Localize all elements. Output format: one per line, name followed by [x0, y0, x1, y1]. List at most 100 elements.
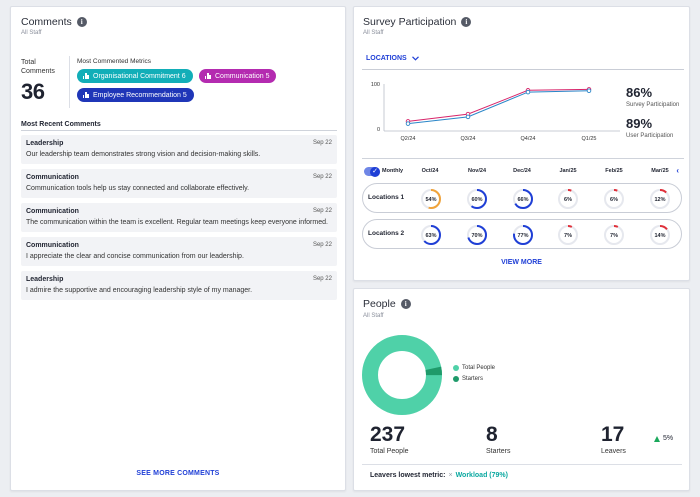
survey-participation-line	[407, 90, 590, 125]
location-row[interactable]: Locations 1 54% 60% 66% 6% 6% 12%	[362, 183, 682, 213]
leavers-metric-value[interactable]: Workload (79%)	[455, 472, 508, 479]
gauge-value: 6%	[610, 197, 618, 203]
gauge-arc	[650, 225, 670, 245]
comment-item[interactable]: Communication Sep 22 The communication w…	[21, 203, 337, 232]
comment-item[interactable]: Leadership Sep 22 I admire the supportiv…	[21, 271, 337, 300]
leavers-metric-label: Leavers lowest metric:	[370, 472, 446, 479]
location-row[interactable]: Locations 2 63% 70% 77% 7% 7% 14%	[362, 219, 682, 249]
gauge-arc	[467, 225, 487, 245]
gauge-arc	[558, 225, 578, 245]
check-icon: ✓	[372, 168, 378, 175]
metric-pill-label: Employee Recommendation 5	[93, 91, 187, 99]
gauge-arc	[513, 189, 533, 209]
survey-title: Survey Participation	[363, 16, 457, 28]
recent-comments-heading: Most Recent Comments	[21, 121, 101, 128]
gauge-arc	[421, 225, 441, 245]
comments-title: Comments	[21, 16, 72, 28]
comment-title: Communication	[26, 174, 79, 181]
locations-dropdown-label: LOCATIONS	[366, 55, 407, 62]
gauge-arc	[650, 189, 670, 209]
people-title: People	[363, 298, 396, 310]
metric-pill-communication[interactable]: Communication 5	[199, 69, 277, 83]
info-icon[interactable]: i	[76, 17, 87, 27]
close-icon: ×	[448, 472, 453, 479]
comment-text: Our leadership team demonstrates strong …	[26, 151, 261, 158]
comment-title: Communication	[26, 208, 79, 215]
chevron-down-icon	[411, 56, 419, 61]
info-icon[interactable]: i	[400, 299, 411, 309]
x-tick-label: Q3/24	[461, 136, 476, 142]
legend-dot	[453, 376, 459, 382]
donut-slice-total-people	[362, 335, 442, 415]
survey-participation-point	[405, 121, 411, 126]
people-donut-chart	[362, 335, 442, 415]
starters-value: 8	[486, 423, 498, 446]
location-gauges: 63% 70% 77% 7% 7% 14%	[421, 225, 670, 245]
divider	[362, 158, 684, 159]
monthly-toggle[interactable]: ✓	[364, 166, 380, 177]
metric-pill-label: Organisational Commitment 6	[93, 72, 186, 80]
comments-card: Comments i All Staff Total Comments 36 M…	[10, 6, 346, 491]
gauge-arc	[513, 225, 533, 245]
people-title-row: People i	[363, 298, 411, 310]
month-header: Feb/25	[605, 168, 623, 174]
comment-item[interactable]: Communication Sep 22 Communication tools…	[21, 169, 337, 198]
comment-title: Leadership	[26, 276, 64, 283]
legend-label: Starters	[462, 376, 484, 382]
gauge-arc	[604, 225, 624, 245]
comment-text: I appreciate the clear and concise commu…	[26, 253, 244, 260]
comment-date: Sep 22	[312, 208, 332, 214]
gauge-value: 6%	[564, 197, 572, 203]
locations-dropdown[interactable]: LOCATIONS	[366, 55, 419, 62]
view-more-link[interactable]: VIEW MORE	[501, 259, 542, 266]
participation-line-chart: 100 0 Q2/24 Q3/24 Q4/24 Q1/25	[371, 82, 620, 142]
legend-dot	[453, 365, 459, 371]
total-people-value: 237	[370, 423, 406, 446]
location-name: Locations 1	[368, 194, 405, 201]
divider	[362, 464, 682, 465]
see-more-comments-link[interactable]: SEE MORE COMMENTS	[136, 470, 220, 477]
total-comments-label: Total Comments	[21, 59, 55, 75]
y-tick-label: 100	[371, 82, 380, 88]
comment-text: Communication tools help us stay connect…	[26, 185, 250, 192]
survey-participation-card: Survey Participation i All Staff LOCATIO…	[353, 6, 690, 281]
user-participation-label: User Participation	[626, 133, 674, 139]
comment-text: I admire the supportive and encouraging …	[26, 287, 253, 294]
bar-chart-icon	[83, 73, 89, 79]
metric-pill-employee-recommendation[interactable]: Employee Recommendation 5	[77, 88, 194, 102]
chevron-left-icon[interactable]: ‹	[676, 166, 679, 175]
survey-participation-value: 86%	[626, 85, 653, 100]
bar-chart-icon	[205, 73, 211, 79]
x-tick-label: Q1/25	[582, 136, 597, 142]
comment-item[interactable]: Communication Sep 22 I appreciate the cl…	[21, 237, 337, 266]
metric-pill-organisational-commitment[interactable]: Organisational Commitment 6	[77, 69, 193, 83]
gauge-value: 66%	[517, 197, 528, 203]
metric-pill-label: Communication 5	[215, 72, 270, 80]
divider	[69, 56, 70, 108]
comment-item[interactable]: Leadership Sep 22 Our leadership team de…	[21, 135, 337, 164]
comment-date: Sep 22	[312, 140, 332, 146]
month-header: Dec/24	[513, 168, 531, 174]
x-tick-label: Q2/24	[401, 136, 416, 142]
info-icon[interactable]: i	[461, 17, 472, 27]
comments-title-row: Comments i	[21, 16, 87, 28]
leavers-lowest-metric: Leavers lowest metric: × Workload (79%)	[370, 472, 508, 479]
comment-title: Leadership	[26, 140, 64, 147]
donut-slice-starters	[362, 335, 442, 415]
gauge-arc	[604, 189, 624, 209]
total-people-label: Total People	[370, 448, 409, 455]
month-header: Nov/24	[467, 168, 487, 174]
most-commented-label: Most Commented Metrics	[77, 58, 152, 65]
legend-item-total-people: Total People	[453, 365, 495, 371]
user-participation-line	[407, 88, 590, 122]
comment-date: Sep 22	[312, 174, 332, 180]
legend-label: Total People	[462, 365, 496, 371]
location-gauges: 54% 60% 66% 6% 6% 12%	[421, 189, 670, 209]
legend-item-starters: Starters	[453, 376, 483, 382]
comment-text: The communication within the team is exc…	[26, 219, 328, 226]
comments-subtitle: All Staff	[21, 30, 42, 36]
gauge-value: 14%	[654, 233, 665, 239]
starters-label: Starters	[486, 448, 511, 455]
month-header: Jan/25	[559, 168, 577, 174]
x-tick-label: Q4/24	[521, 136, 536, 142]
